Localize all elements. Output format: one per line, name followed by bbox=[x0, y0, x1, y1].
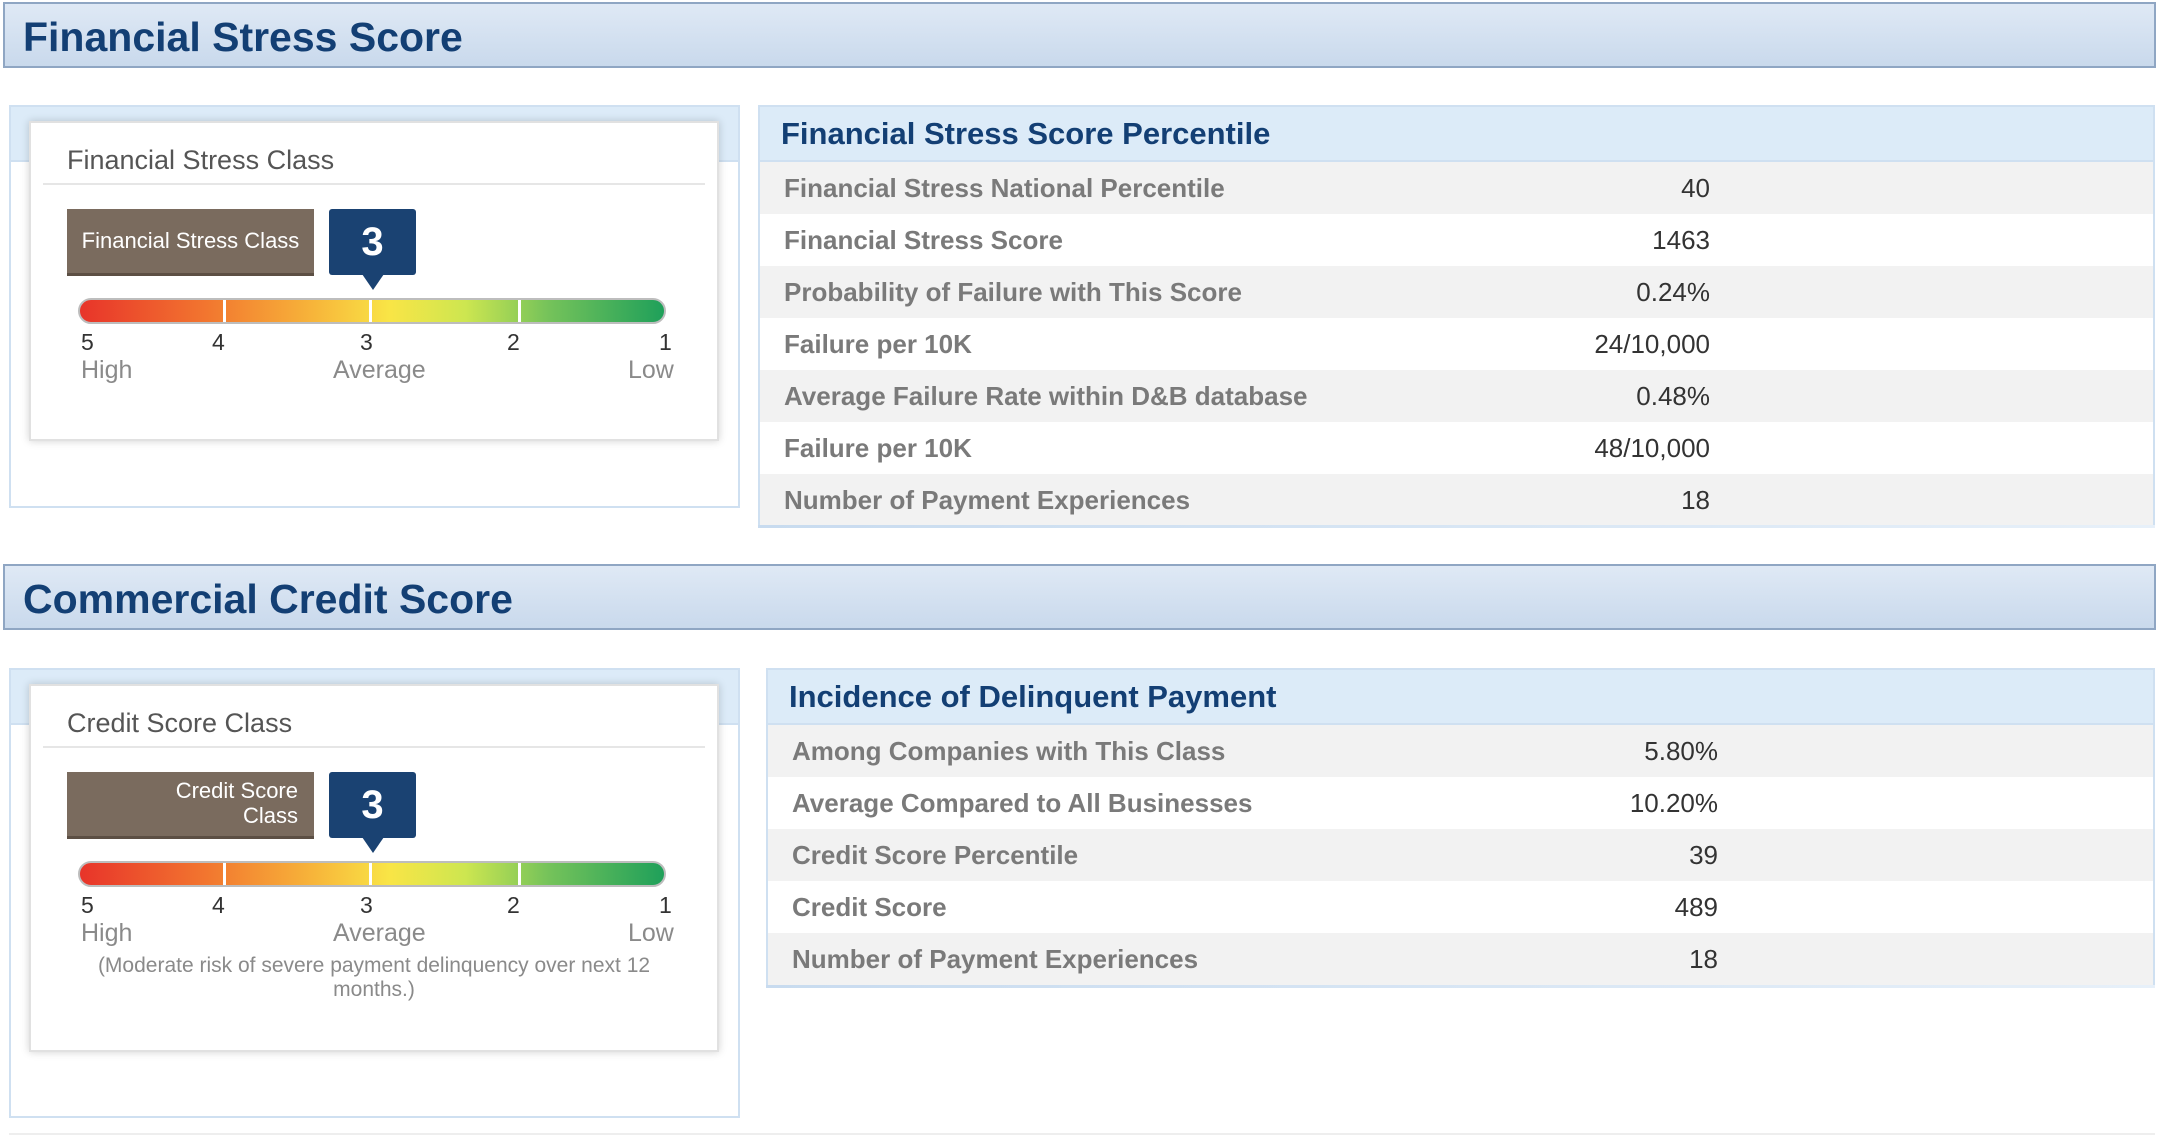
fs-class-tag: Financial Stress Class bbox=[67, 209, 314, 276]
cc-class-value: 3 bbox=[329, 772, 416, 838]
cc-class-tag: Credit Score Class bbox=[67, 772, 314, 839]
row-label: Failure per 10K bbox=[784, 433, 972, 463]
cc-scale-word-low: Low bbox=[628, 919, 674, 947]
row-value: 18 bbox=[1689, 944, 1718, 974]
table-row: Failure per 10K 48/10,000 bbox=[760, 422, 2153, 474]
table-row: Number of Payment Experiences 18 bbox=[760, 474, 2153, 526]
fs-scale-word-high: High bbox=[81, 356, 133, 384]
fs-scale-num-2: 2 bbox=[507, 329, 520, 355]
cc-class-tag-label-line2: Class bbox=[242, 803, 298, 828]
table-row: Probability of Failure with This Score 0… bbox=[760, 266, 2153, 318]
row-value: 18 bbox=[1681, 485, 1710, 515]
cc-delinquency-bottom-rule bbox=[766, 985, 2155, 988]
fs-card-title: Financial Stress Class bbox=[43, 135, 705, 185]
cc-risk-note: (Moderate risk of severe payment delinqu… bbox=[97, 954, 651, 1001]
fs-scale-num-3: 3 bbox=[360, 329, 373, 355]
row-value: 48/10,000 bbox=[1594, 433, 1710, 463]
row-value: 1463 bbox=[1652, 225, 1710, 255]
fs-summary-panel: Summary Financial Stress Class Financial… bbox=[9, 105, 740, 508]
table-row: Financial Stress National Percentile 40 bbox=[760, 162, 2153, 214]
row-label: Financial Stress National Percentile bbox=[784, 173, 1225, 203]
fs-scale-num-4: 4 bbox=[212, 329, 225, 355]
fs-class-pointer-icon bbox=[362, 274, 384, 290]
row-value: 40 bbox=[1681, 173, 1710, 203]
cc-scale-word-average: Average bbox=[333, 919, 426, 947]
scale-tick bbox=[518, 863, 521, 885]
row-value: 0.48% bbox=[1636, 381, 1710, 411]
cc-delinquency-panel: Incidence of Delinquent Payment Among Co… bbox=[766, 668, 2155, 988]
scale-tick bbox=[223, 300, 226, 322]
scale-tick bbox=[518, 300, 521, 322]
scale-tick bbox=[369, 863, 372, 885]
financial-stress-header: Financial Stress Score bbox=[3, 2, 2156, 68]
table-row: Credit Score 489 bbox=[768, 881, 2153, 933]
fs-scale-word-low: Low bbox=[628, 356, 674, 384]
table-row: Number of Payment Experiences 18 bbox=[768, 933, 2153, 985]
fs-percentile-heading: Financial Stress Score Percentile bbox=[760, 107, 2153, 162]
fs-percentile-table: Financial Stress National Percentile 40 … bbox=[760, 162, 2153, 526]
row-value: 489 bbox=[1674, 892, 1718, 922]
fs-class-card: Financial Stress Class Financial Stress … bbox=[29, 121, 719, 441]
cc-scale-word-high: High bbox=[81, 919, 133, 947]
cc-scale-num-1: 1 bbox=[659, 892, 672, 918]
table-row: Among Companies with This Class 5.80% bbox=[768, 725, 2153, 777]
cc-scale-bar bbox=[78, 861, 666, 887]
commercial-credit-title: Commercial Credit Score bbox=[23, 576, 513, 622]
row-value: 0.24% bbox=[1636, 277, 1710, 307]
cc-class-card: Credit Score Class Credit Score Class 3 … bbox=[29, 684, 719, 1052]
cc-card-title: Credit Score Class bbox=[43, 698, 705, 748]
cc-scale-num-4: 4 bbox=[212, 892, 225, 918]
row-label: Number of Payment Experiences bbox=[792, 944, 1199, 974]
table-row: Failure per 10K 24/10,000 bbox=[760, 318, 2153, 370]
cc-summary-panel: Summary Credit Score Class Credit Score … bbox=[9, 668, 740, 1118]
commercial-credit-header: Commercial Credit Score bbox=[3, 564, 2156, 630]
cc-delinquency-heading: Incidence of Delinquent Payment bbox=[768, 670, 2153, 725]
row-label: Number of Payment Experiences bbox=[784, 485, 1191, 515]
row-value: 24/10,000 bbox=[1594, 329, 1710, 359]
fs-percentile-bottom-rule bbox=[758, 525, 2155, 528]
row-label: Average Failure Rate within D&B database bbox=[784, 381, 1308, 411]
table-row: Average Failure Rate within D&B database… bbox=[760, 370, 2153, 422]
row-value: 39 bbox=[1689, 840, 1718, 870]
table-row: Credit Score Percentile 39 bbox=[768, 829, 2153, 881]
row-label: Probability of Failure with This Score bbox=[784, 277, 1242, 307]
row-label: Among Companies with This Class bbox=[792, 736, 1226, 766]
table-row: Average Compared to All Businesses 10.20… bbox=[768, 777, 2153, 829]
table-row: Financial Stress Score 1463 bbox=[760, 214, 2153, 266]
cc-class-pointer-icon bbox=[362, 837, 384, 853]
scale-tick bbox=[369, 300, 372, 322]
row-label: Credit Score bbox=[792, 892, 947, 922]
fs-scale-bar bbox=[78, 298, 666, 324]
row-value: 10.20% bbox=[1629, 788, 1718, 818]
row-label: Average Compared to All Businesses bbox=[792, 788, 1253, 818]
fs-scale-word-average: Average bbox=[333, 356, 426, 384]
row-label: Credit Score Percentile bbox=[792, 840, 1079, 870]
cc-scale-num-2: 2 bbox=[507, 892, 520, 918]
fs-percentile-panel: Financial Stress Score Percentile Financ… bbox=[758, 105, 2155, 528]
fs-scale-num-5: 5 bbox=[81, 329, 94, 355]
scale-tick bbox=[223, 863, 226, 885]
page-bottom-divider bbox=[9, 1133, 2155, 1135]
fs-class-value: 3 bbox=[329, 209, 416, 275]
financial-stress-title: Financial Stress Score bbox=[23, 14, 463, 60]
cc-scale-num-5: 5 bbox=[81, 892, 94, 918]
fs-scale-num-1: 1 bbox=[659, 329, 672, 355]
row-label: Financial Stress Score bbox=[784, 225, 1063, 255]
row-value: 5.80% bbox=[1644, 736, 1718, 766]
cc-delinquency-table: Among Companies with This Class 5.80% Av… bbox=[768, 725, 2153, 985]
cc-scale-num-3: 3 bbox=[360, 892, 373, 918]
cc-class-tag-label-line1: Credit Score bbox=[175, 778, 298, 803]
row-label: Failure per 10K bbox=[784, 329, 972, 359]
fs-class-tag-label: Financial Stress Class bbox=[81, 228, 300, 253]
